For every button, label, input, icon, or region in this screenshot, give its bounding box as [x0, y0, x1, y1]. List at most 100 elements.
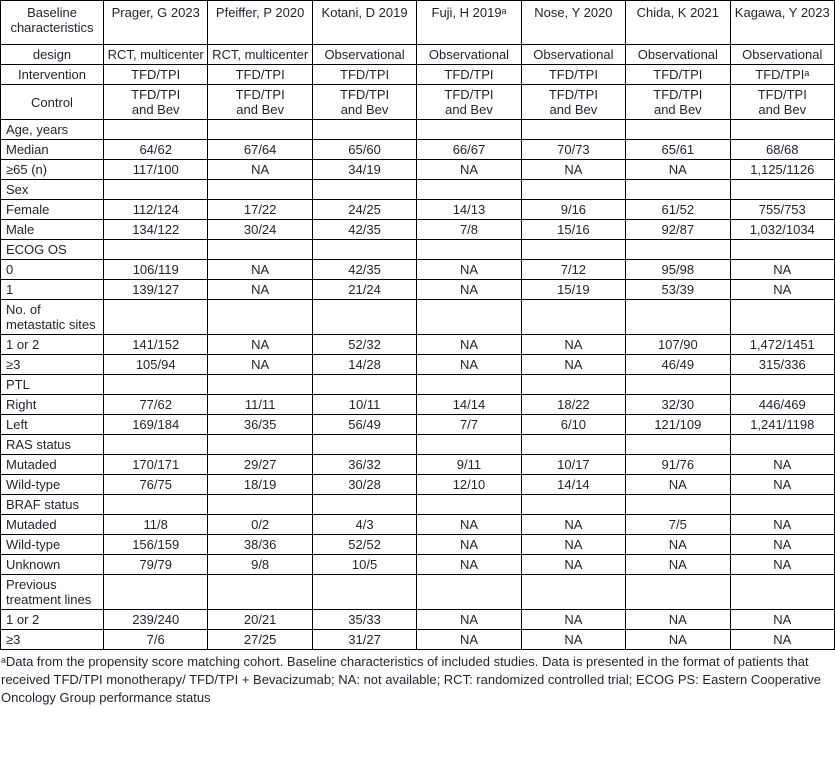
data-cell: NA	[625, 534, 731, 555]
section-row: Sex	[0, 179, 835, 200]
data-cell: NA	[416, 354, 522, 375]
study-column-header: Prager, G 2023	[102, 0, 209, 45]
table-row: Median 64/62 67/64 65/60 66/67 70/73 65/61 68/6…	[0, 139, 835, 160]
row-label-cell: Control	[0, 84, 104, 120]
data-cell: 42/35	[311, 219, 418, 240]
data-cell: 7/6	[102, 629, 209, 650]
data-cell: 66/67	[416, 139, 522, 160]
data-cell: 21/24	[311, 279, 418, 300]
table-row: 0 106/119 NA 42/35 NA 7/12 95/98 NA	[0, 259, 835, 280]
data-cell: NA	[729, 474, 835, 495]
section-label-cell: ECOG OS	[0, 239, 104, 260]
data-cell	[520, 299, 627, 335]
data-cell: 65/60	[311, 139, 418, 160]
data-cell: NA	[625, 609, 731, 630]
table-row: 1 139/127 NA 21/24 NA 15/19 53/39 NA	[0, 279, 835, 300]
section-label-cell: Previous treatment lines	[0, 574, 104, 610]
data-cell: TFD/TPI and Bev	[311, 84, 418, 120]
table-row: 1 or 2 239/240 20/21 35/33 NA NA NA NA	[0, 609, 835, 630]
data-cell: 92/87	[625, 219, 731, 240]
data-cell	[102, 434, 209, 455]
data-cell: TFD/TPI	[207, 64, 313, 85]
data-cell: 79/79	[102, 554, 209, 575]
data-cell: NA	[729, 514, 835, 535]
study-column-header: Fuji, H 2019ᵃ	[416, 0, 522, 45]
data-cell: 1,472/1451	[729, 334, 835, 355]
data-cell: NA	[207, 259, 313, 280]
data-cell: TFD/TPI and Bev	[416, 84, 522, 120]
data-cell	[416, 179, 522, 200]
data-cell: RCT, multicenter	[207, 44, 313, 65]
data-cell: 52/52	[311, 534, 418, 555]
data-cell: NA	[520, 354, 627, 375]
study-column-header: Chida, K 2021	[625, 0, 731, 45]
section-label-cell: BRAF status	[0, 494, 104, 515]
data-cell	[207, 119, 313, 140]
data-cell	[729, 119, 835, 140]
section-label-cell: No. of metastatic sites	[0, 299, 104, 335]
data-cell: 6/10	[520, 414, 627, 435]
data-cell: NA	[729, 454, 835, 475]
row-label-cell: 1 or 2	[0, 609, 104, 630]
data-cell: NA	[416, 534, 522, 555]
data-cell	[102, 299, 209, 335]
data-cell: 64/62	[102, 139, 209, 160]
data-cell	[311, 494, 418, 515]
data-cell: NA	[625, 474, 731, 495]
data-cell: 7/12	[520, 259, 627, 280]
data-cell: 70/73	[520, 139, 627, 160]
data-cell: NA	[416, 159, 522, 180]
data-cell	[625, 374, 731, 395]
data-cell	[729, 179, 835, 200]
data-cell: 117/100	[102, 159, 209, 180]
data-cell: 14/28	[311, 354, 418, 375]
row-label-cell: Intervention	[0, 64, 104, 85]
data-cell: 10/5	[311, 554, 418, 575]
study-column-header: Kagawa, Y 2023	[729, 0, 835, 45]
data-cell	[311, 179, 418, 200]
data-cell: NA	[625, 554, 731, 575]
data-cell: 112/124	[102, 199, 209, 220]
table-row: Mutaded 11/8 0/2 4/3 NA NA 7/5 NA	[0, 514, 835, 535]
section-row: Age, years	[0, 119, 835, 140]
section-row: ECOG OS	[0, 239, 835, 260]
data-cell	[416, 239, 522, 260]
data-cell	[625, 179, 731, 200]
row-label-cell: ≥3	[0, 629, 104, 650]
data-cell: 52/32	[311, 334, 418, 355]
data-cell	[416, 119, 522, 140]
data-cell: 76/75	[102, 474, 209, 495]
data-cell: Observational	[311, 44, 418, 65]
row-label-cell: Median	[0, 139, 104, 160]
data-cell: 9/16	[520, 199, 627, 220]
data-cell: 105/94	[102, 354, 209, 375]
data-cell: 67/64	[207, 139, 313, 160]
data-cell	[729, 574, 835, 610]
data-cell: NA	[416, 554, 522, 575]
table-row: Intervention TFD/TPI TFD/TPI TFD/TPI TFD/TPI…	[0, 64, 835, 85]
data-cell: TFD/TPI	[625, 64, 731, 85]
data-cell: 17/22	[207, 199, 313, 220]
data-cell: TFD/TPI and Bev	[729, 84, 835, 120]
section-row: Previous treatment lines	[0, 574, 835, 610]
data-cell: 156/159	[102, 534, 209, 555]
data-cell: 755/753	[729, 199, 835, 220]
data-cell: NA	[729, 609, 835, 630]
data-cell: 0/2	[207, 514, 313, 535]
table-row: design RCT, multicenter RCT, multicenter Ob…	[0, 44, 835, 65]
data-cell: 9/8	[207, 554, 313, 575]
table-row: Female 112/124 17/22 24/25 14/13 9/16 61/52 755…	[0, 199, 835, 220]
data-cell	[729, 239, 835, 260]
data-cell	[625, 494, 731, 515]
data-cell	[311, 239, 418, 260]
data-cell: NA	[520, 159, 627, 180]
table-row: ≥3 105/94 NA 14/28 NA NA 46/49 315/336	[0, 354, 835, 375]
section-row: BRAF status	[0, 494, 835, 515]
data-cell: 46/49	[625, 354, 731, 375]
data-cell: 1,032/1034	[729, 219, 835, 240]
table-row: Male 134/122 30/24 42/35 7/8 15/16 92/87 1,032/…	[0, 219, 835, 240]
data-cell: 18/22	[520, 394, 627, 415]
data-cell	[311, 374, 418, 395]
data-cell: 12/10	[416, 474, 522, 495]
section-label-cell: Sex	[0, 179, 104, 200]
